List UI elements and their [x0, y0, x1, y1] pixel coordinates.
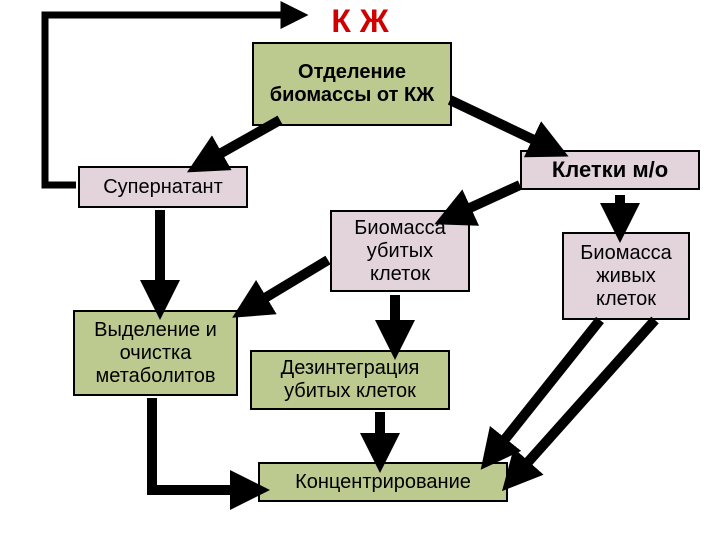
node-dead-biomass: Биомасса убитых клеток [330, 210, 470, 292]
arrow-11 [152, 398, 255, 490]
title-label: К Ж [331, 3, 388, 40]
arrow-7 [490, 320, 600, 458]
arrow-4 [245, 260, 328, 310]
node-cells: Клетки м/о [520, 150, 700, 190]
node-concentration: Концентрирование [258, 462, 508, 502]
node-disintegration: Дезинтеграция убитых клеток [250, 350, 450, 410]
node-cells-label: Клетки м/о [552, 157, 668, 183]
node-concentration-label: Концентрирование [295, 471, 471, 494]
arrow-1 [450, 100, 555, 150]
node-isolation-label: Выделение и очистка метаболитов [79, 319, 232, 388]
node-supernatant: Супернатант [78, 166, 248, 208]
node-isolation: Выделение и очистка метаболитов [73, 310, 238, 396]
node-dead-biomass-label: Биомасса убитых клеток [336, 217, 464, 286]
node-separation: Отделение биомассы от КЖ [252, 42, 452, 126]
node-supernatant-label: Супернатант [103, 176, 223, 199]
node-live-biomass: Биомасса живых клеток [562, 232, 690, 320]
arrow-0 [200, 120, 280, 165]
arrow-8 [512, 320, 655, 480]
node-disintegration-label: Дезинтеграция убитых клеток [256, 357, 444, 403]
node-live-biomass-label: Биомасса живых клеток [568, 242, 684, 311]
title-text: К Ж [300, 2, 420, 40]
node-separation-label: Отделение биомассы от КЖ [258, 61, 446, 107]
